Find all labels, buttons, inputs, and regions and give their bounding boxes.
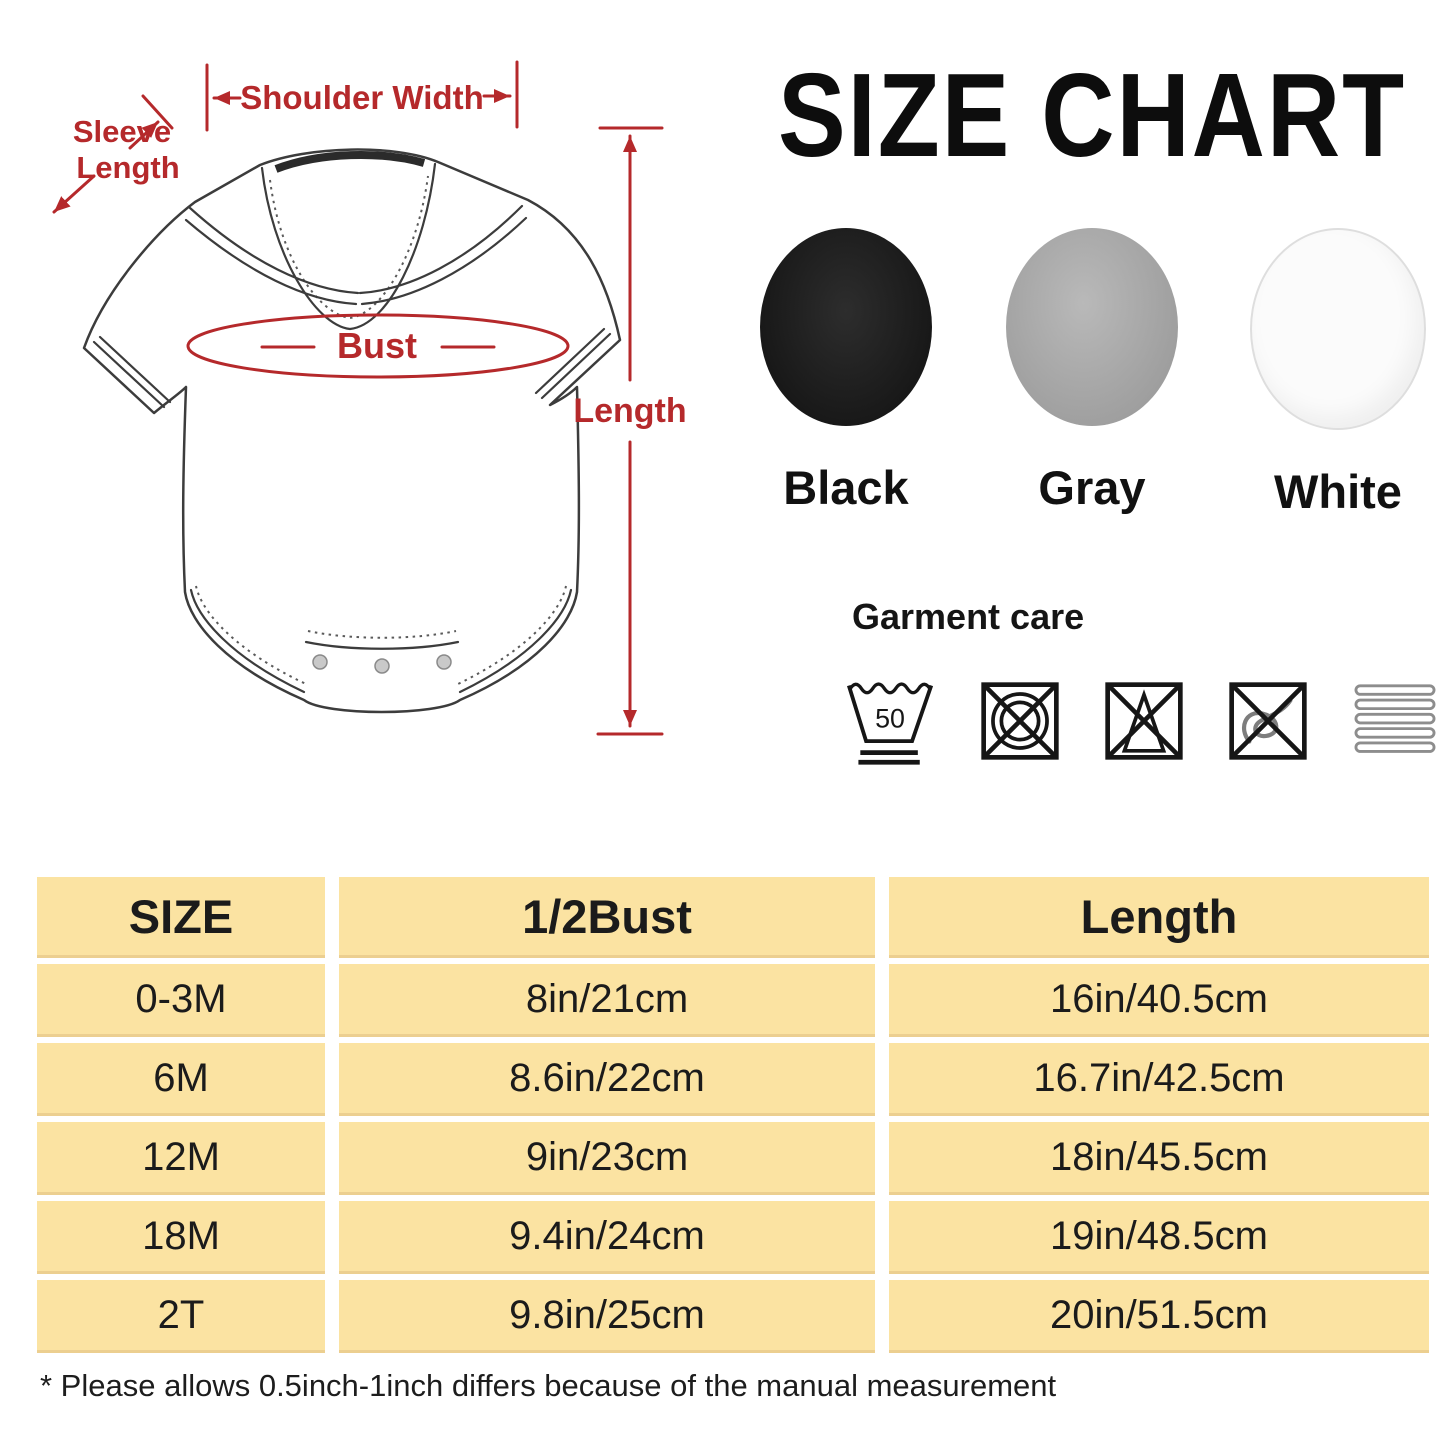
dry-flat-icon [1354, 684, 1436, 753]
color-option-black: Black [742, 228, 950, 519]
table-cell: 16.7in/42.5cm [889, 1043, 1429, 1116]
color-option-white: White [1234, 228, 1442, 519]
table-cell: 16in/40.5cm [889, 964, 1429, 1037]
table-cell: 18M [37, 1201, 325, 1274]
size-table: SIZE 1/2Bust Length 0-3M 8in/21cm 16in/4… [37, 877, 1429, 1353]
table-cell: 9.4in/24cm [339, 1201, 875, 1274]
garment-care-icons: 50 [845, 662, 1439, 780]
color-option-gray: Gray [988, 228, 1196, 519]
sleeve-label-line1: Sleeve [73, 114, 171, 149]
color-label-gray: Gray [1038, 461, 1146, 514]
wash-temperature: 50 [875, 704, 905, 734]
do-not-bleach-icon [1105, 682, 1183, 760]
bust-annotation: Bust [186, 313, 570, 379]
color-label-black: Black [783, 461, 909, 514]
length-label: Length [573, 392, 686, 430]
column-header-size: SIZE [37, 877, 325, 958]
length-annotation: Length [573, 126, 687, 736]
table-cell: 8.6in/22cm [339, 1043, 875, 1116]
table-cell: 18in/45.5cm [889, 1122, 1429, 1195]
column-header-length: Length [889, 877, 1429, 958]
table-cell: 8in/21cm [339, 964, 875, 1037]
page-title: SIZE CHART [778, 47, 1406, 182]
column-header-bust: 1/2Bust [339, 877, 875, 958]
table-cell: 6M [37, 1043, 325, 1116]
sleeve-length-annotation: Sleeve Length [52, 94, 180, 214]
bodysuit-diagram: Shoulder Width Sleeve Length Bust Length [52, 60, 687, 736]
black-swatch-icon [760, 228, 932, 426]
white-swatch-icon [1250, 228, 1426, 430]
do-not-wring-icon [1229, 682, 1307, 760]
color-label-white: White [1274, 465, 1402, 518]
shoulder-width-annotation: Shoulder Width [205, 60, 519, 132]
shoulder-width-label: Shoulder Width [240, 79, 484, 116]
table-cell: 0-3M [37, 964, 325, 1037]
table-cell: 2T [37, 1280, 325, 1353]
table-cell: 9in/23cm [339, 1122, 875, 1195]
table-cell: 9.8in/25cm [339, 1280, 875, 1353]
bust-label: Bust [337, 325, 417, 366]
gray-swatch-icon [1006, 228, 1178, 426]
table-cell: 12M [37, 1122, 325, 1195]
bodysuit-outline-icon [82, 148, 622, 714]
table-cell: 19in/48.5cm [889, 1201, 1429, 1274]
sleeve-label-line2: Length [76, 150, 179, 185]
do-not-tumble-dry-icon [981, 682, 1059, 760]
wash-50-icon: 50 [847, 682, 934, 765]
measurement-footnote: * Please allows 0.5inch-1inch differs be… [40, 1368, 1057, 1403]
color-options: Black Gray White [742, 228, 1442, 519]
table-cell: 20in/51.5cm [889, 1280, 1429, 1353]
garment-care-title: Garment care [852, 596, 1085, 637]
